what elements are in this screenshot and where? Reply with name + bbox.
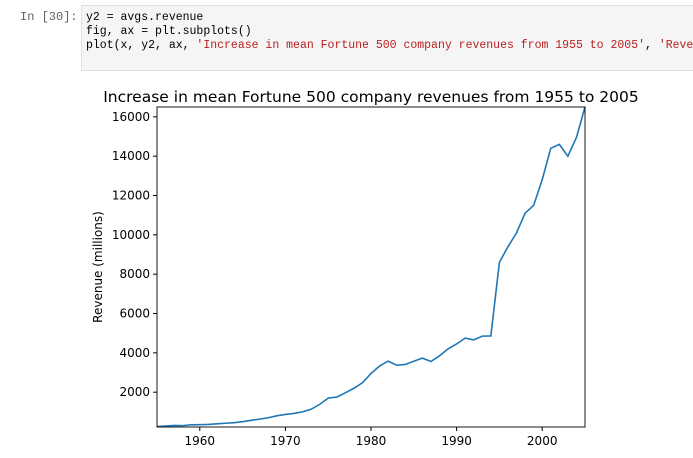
y-tick-label: 14000: [112, 149, 150, 163]
x-tick-label: 1960: [185, 434, 216, 448]
y-tick-label: 8000: [119, 267, 150, 281]
code-line: y2 = avgs.revenue: [86, 11, 693, 25]
code-cell[interactable]: y2 = avgs.revenue fig, ax = plt.subplots(…: [81, 5, 693, 71]
x-tick-label: 1970: [270, 434, 301, 448]
code-token: y2 = avgs.revenue: [86, 11, 204, 24]
y-tick-label: 2000: [119, 385, 150, 399]
code-line: fig, ax = plt.subplots(): [86, 25, 693, 39]
y-tick-label: 16000: [112, 110, 150, 124]
code-token: plot(x, y2, ax,: [86, 39, 197, 52]
y-tick-label: 10000: [112, 228, 150, 242]
code-line: plot(x, y2, ax, 'Increase in mean Fortun…: [86, 39, 693, 53]
y-tick-label: 6000: [119, 307, 150, 321]
code-token: ,: [645, 39, 659, 52]
x-tick-label: 2000: [527, 434, 558, 448]
code-token: 'Revenue (milli: [658, 39, 693, 52]
code-token: fig, ax = plt.subplots(): [86, 25, 252, 38]
x-tick-label: 1980: [356, 434, 387, 448]
cell-prompt: In [30]:: [20, 10, 78, 24]
y-tick-label: 12000: [112, 189, 150, 203]
y-axis-label: Revenue (millions): [91, 211, 105, 323]
y-tick-label: 4000: [119, 346, 150, 360]
code-token: 'Increase in mean Fortune 500 company re…: [196, 39, 645, 52]
data-line: [156, 106, 586, 428]
x-tick-label: 1990: [441, 434, 472, 448]
chart-title: Increase in mean Fortune 500 company rev…: [103, 88, 639, 106]
axes-frame: [156, 106, 586, 428]
